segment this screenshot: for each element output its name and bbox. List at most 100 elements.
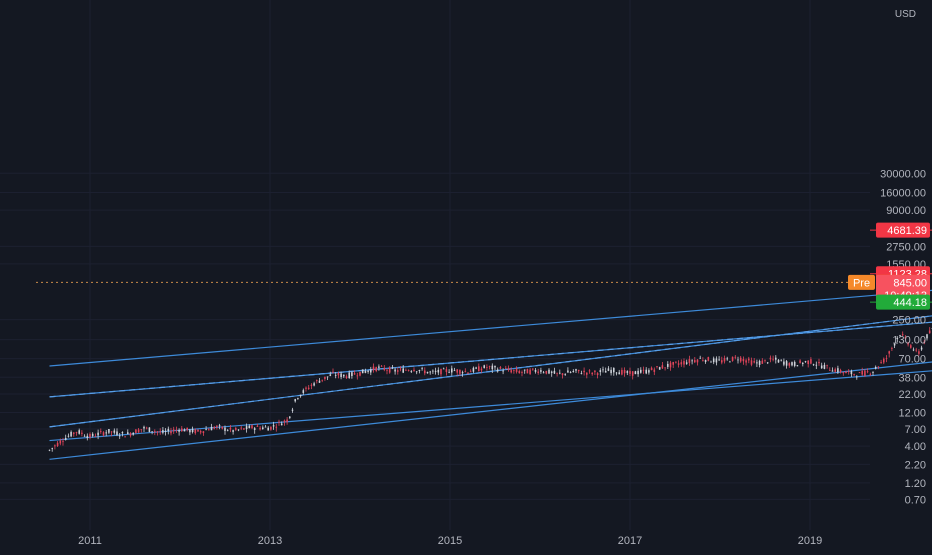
candle-body bbox=[913, 350, 915, 351]
candle-body bbox=[635, 371, 637, 374]
candle-body bbox=[745, 360, 747, 362]
candle-body bbox=[297, 398, 299, 399]
candle-body bbox=[105, 432, 107, 433]
candle-body bbox=[378, 366, 380, 367]
candle-body bbox=[678, 363, 680, 364]
candle-body bbox=[119, 435, 121, 436]
candle-body bbox=[338, 373, 340, 375]
candle-body bbox=[529, 370, 531, 374]
candle-body bbox=[157, 431, 159, 432]
y-tick-label: 22.00 bbox=[898, 389, 926, 401]
candle-body bbox=[500, 367, 502, 369]
candle-body bbox=[213, 427, 215, 428]
candle-body bbox=[645, 370, 647, 374]
candle-body bbox=[670, 363, 672, 368]
y-tick-label: 30000.00 bbox=[880, 168, 926, 180]
y-tick-label: 130.00 bbox=[892, 335, 926, 347]
candle-body bbox=[521, 372, 523, 373]
x-tick-label: 2015 bbox=[438, 535, 462, 547]
candle-body bbox=[76, 432, 78, 433]
candle-body bbox=[543, 372, 545, 373]
candle-body bbox=[872, 372, 874, 373]
candle-body bbox=[103, 432, 105, 435]
candle-body bbox=[583, 371, 585, 372]
candle-body bbox=[335, 375, 337, 376]
candle-body bbox=[926, 334, 928, 338]
candle-body bbox=[929, 331, 931, 334]
candle-body bbox=[824, 365, 826, 369]
candle-body bbox=[921, 348, 923, 350]
candle-body bbox=[165, 431, 167, 432]
candle-body bbox=[340, 374, 342, 377]
candle-body bbox=[462, 372, 464, 373]
candle-body bbox=[114, 431, 116, 433]
candle-body bbox=[573, 371, 575, 372]
candle-body bbox=[60, 441, 62, 444]
candle-body bbox=[778, 360, 780, 363]
candle-body bbox=[753, 361, 755, 362]
candle-body bbox=[867, 371, 869, 372]
candle-body bbox=[656, 366, 658, 367]
candle-body bbox=[321, 380, 323, 381]
candle-body bbox=[608, 368, 610, 370]
candle-body bbox=[354, 373, 356, 374]
candle-body bbox=[230, 428, 232, 430]
candle-body bbox=[419, 370, 421, 371]
candle-body bbox=[413, 370, 415, 371]
candle-body bbox=[864, 371, 866, 376]
candle-body bbox=[400, 369, 402, 370]
candle-body bbox=[562, 373, 564, 375]
candle-body bbox=[440, 369, 442, 374]
candle-body bbox=[235, 428, 237, 430]
candle-body bbox=[238, 430, 240, 431]
candle-body bbox=[710, 362, 712, 363]
candle-body bbox=[438, 370, 440, 373]
candle-body bbox=[381, 366, 383, 367]
candle-body bbox=[276, 427, 278, 428]
candle-body bbox=[508, 368, 510, 370]
candle-body bbox=[834, 369, 836, 371]
candle-body bbox=[478, 366, 480, 371]
candle-body bbox=[527, 369, 529, 373]
candle-body bbox=[624, 370, 626, 373]
y-tick-label: 7.00 bbox=[905, 424, 926, 436]
candle-body bbox=[68, 436, 70, 437]
candle-body bbox=[772, 359, 774, 360]
candle-body bbox=[637, 371, 639, 374]
candle-body bbox=[702, 360, 704, 361]
candle-body bbox=[259, 428, 261, 430]
candle-body bbox=[151, 431, 153, 432]
candle-body bbox=[357, 375, 359, 376]
candle-body bbox=[570, 372, 572, 373]
candle-body bbox=[551, 372, 553, 373]
candle-body bbox=[632, 371, 634, 376]
candle-body bbox=[224, 428, 226, 431]
candle-body bbox=[483, 365, 485, 368]
candle-body bbox=[878, 367, 880, 368]
y-tick-label: 4.00 bbox=[905, 441, 926, 453]
candle-body bbox=[154, 431, 156, 432]
candle-body bbox=[516, 369, 518, 372]
candle-body bbox=[492, 366, 494, 370]
candle-body bbox=[597, 373, 599, 375]
candle-body bbox=[578, 370, 580, 371]
x-tick-label: 2017 bbox=[618, 535, 642, 547]
candle-body bbox=[513, 370, 515, 371]
candle-body bbox=[424, 371, 426, 374]
candle-body bbox=[116, 431, 118, 435]
candle-body bbox=[394, 370, 396, 372]
candle-body bbox=[397, 370, 399, 371]
candle-body bbox=[548, 370, 550, 374]
candle-body bbox=[456, 369, 458, 372]
candle-body bbox=[181, 428, 183, 431]
candle-body bbox=[162, 430, 164, 433]
candle-body bbox=[132, 433, 134, 435]
candle-body bbox=[810, 359, 812, 363]
candle-body bbox=[643, 370, 645, 371]
candle-body bbox=[807, 360, 809, 364]
candle-body bbox=[621, 370, 623, 375]
candle-body bbox=[289, 417, 291, 418]
candle-body bbox=[168, 429, 170, 431]
